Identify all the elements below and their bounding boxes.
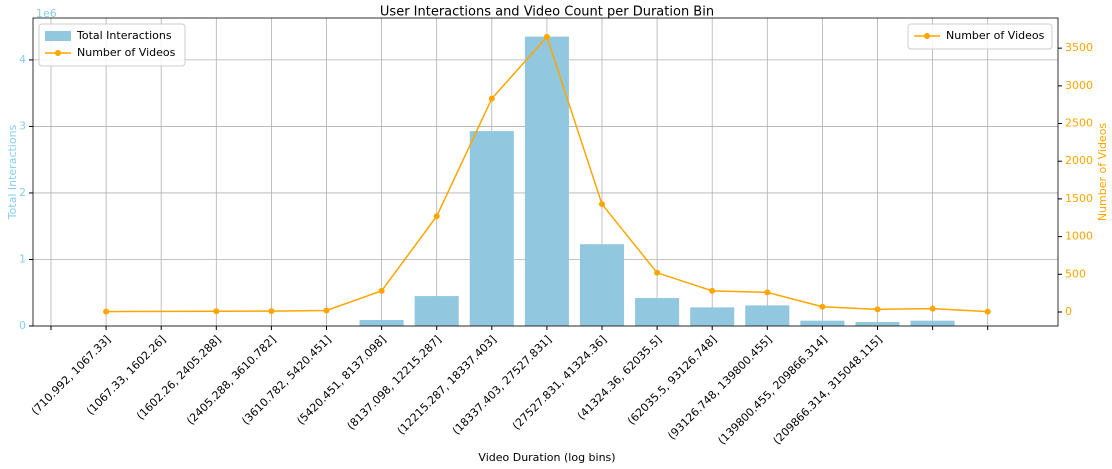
legend-swatch: [924, 33, 930, 39]
point: [764, 289, 771, 296]
legend-box: [907, 23, 1053, 50]
line: [106, 35, 988, 313]
bar: [359, 320, 404, 326]
y-tick-label: 4: [19, 53, 26, 66]
chart-title: User Interactions and Video Count per Du…: [380, 5, 714, 20]
point: [599, 201, 605, 208]
legend-label: Total Interactions: [76, 29, 172, 42]
bar: [469, 131, 514, 326]
x-tick-label: (8137.098, 12215.287]: [345, 333, 444, 432]
point: [378, 287, 385, 294]
x-tick-label: (27527.831, 41324.36]: [510, 333, 609, 432]
bar: [414, 296, 459, 326]
y2-tick-label: 2500: [1065, 117, 1093, 130]
y2-tick-label: 0: [1065, 305, 1072, 318]
legend-label: Number of Videos: [77, 46, 176, 59]
y-offset-label: 1e6: [36, 7, 57, 20]
bar: [800, 320, 845, 326]
legend-swatch: [45, 31, 71, 41]
x-tick-label: (139800.455, 209866.314]: [715, 333, 829, 447]
bar: [635, 298, 680, 326]
point: [819, 303, 826, 310]
x-tick-label: (3610.782, 5420.451]: [239, 333, 333, 427]
legend-box: [38, 23, 186, 67]
point: [709, 287, 716, 294]
x-tick-label: (93126.748, 139800.455]: [665, 333, 774, 442]
y-axis-label: Total Interactions: [6, 124, 19, 220]
legend-swatch: [55, 50, 61, 56]
y2-tick-label: 1500: [1065, 192, 1093, 205]
y-tick-label: 2: [19, 186, 26, 199]
x-axis-label: Video Duration (log bins): [478, 451, 615, 464]
point: [984, 308, 991, 315]
x-tick-label: (62035.5, 93126.748]: [625, 333, 719, 427]
bar: [690, 307, 735, 326]
bar: [524, 36, 569, 327]
legend-label: Number of Videos: [946, 29, 1045, 42]
x-tick-label: (209866.314, 315048.115]: [771, 333, 885, 447]
y-tick-label: 0: [19, 319, 26, 332]
x-tick-label: (2405.288, 3610.782]: [184, 333, 278, 427]
point: [654, 269, 661, 276]
y2-tick-label: 3000: [1065, 79, 1093, 92]
y-tick-label: 1: [19, 252, 26, 265]
point: [543, 33, 550, 40]
bar: [579, 244, 625, 326]
y2-tick-label: 3500: [1065, 41, 1093, 54]
y2-tick-label: 1000: [1065, 230, 1093, 243]
bar: [855, 322, 900, 326]
y-tick-label: 3: [19, 119, 26, 132]
point: [433, 213, 440, 220]
bar: [745, 305, 790, 326]
x-tick-label: (5420.451, 8137.098]: [294, 333, 388, 427]
point: [874, 306, 881, 313]
point: [213, 308, 220, 315]
point: [488, 95, 495, 102]
point: [268, 308, 275, 315]
y2-tick-label: 2000: [1065, 154, 1093, 167]
point: [323, 307, 330, 314]
x-tick-label: (18337.403, 27527.831]: [450, 333, 554, 437]
point: [103, 308, 110, 315]
x-tick-label: (12215.287, 18337.403]: [395, 333, 499, 437]
point: [929, 305, 936, 312]
bar: [910, 320, 955, 326]
y2-tick-label: 500: [1065, 267, 1086, 280]
plot-frame: [32, 17, 1059, 327]
y2-axis-label: Number of Videos: [1096, 123, 1109, 222]
